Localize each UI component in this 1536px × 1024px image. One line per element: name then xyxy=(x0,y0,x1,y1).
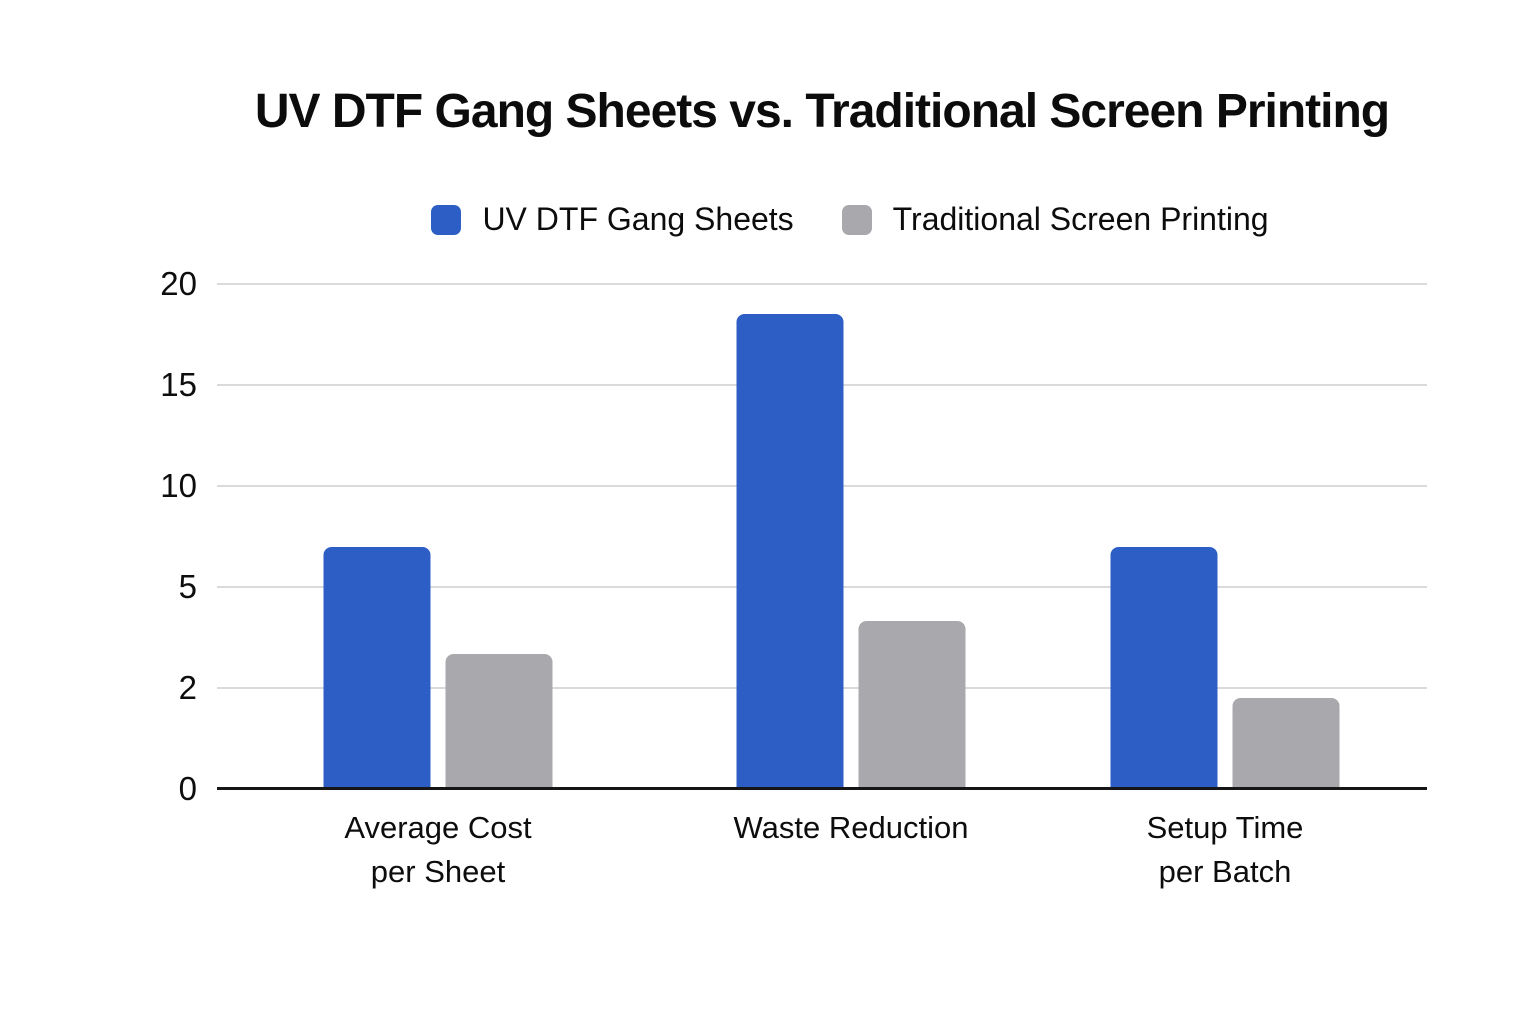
bar-traditional-screen-printing xyxy=(445,654,553,789)
y-tick-label: 0 xyxy=(178,770,197,807)
x-category-label: Average Cost per Sheet xyxy=(344,810,532,889)
x-axis-line xyxy=(217,787,1427,790)
y-tick-label: 10 xyxy=(160,467,197,504)
y-tick-label: 15 xyxy=(160,366,197,403)
bar-uv-dtf-gang-sheets xyxy=(323,547,431,789)
legend-item-uv-dtf-gang-sheets: UV DTF Gang Sheets xyxy=(431,201,794,238)
bar-group-average-cost xyxy=(323,547,553,789)
plot-area xyxy=(217,283,1427,790)
gridline xyxy=(217,283,1427,285)
bar-traditional-screen-printing xyxy=(1232,698,1340,789)
legend-swatch-traditional-screen-printing-icon xyxy=(841,204,872,235)
y-tick-label: 20 xyxy=(160,265,197,302)
bar-group-setup-time xyxy=(1110,547,1340,789)
legend-item-traditional-screen-printing: Traditional Screen Printing xyxy=(841,201,1269,238)
y-tick-label: 2 xyxy=(178,669,197,706)
bar-group-waste-reduction xyxy=(736,314,966,789)
legend-swatch-uv-dtf-gang-sheets-icon xyxy=(431,204,462,235)
x-category-label: Setup Time per Batch xyxy=(1146,810,1304,889)
x-category-label: Waste Reduction xyxy=(733,810,969,845)
bar-traditional-screen-printing xyxy=(858,621,966,789)
legend-label-traditional-screen-printing: Traditional Screen Printing xyxy=(892,201,1269,237)
bar-uv-dtf-gang-sheets xyxy=(736,314,844,789)
chart-title: UV DTF Gang Sheets vs. Traditional Scree… xyxy=(254,85,1390,138)
legend-label-uv-dtf-gang-sheets: UV DTF Gang Sheets xyxy=(482,201,794,237)
y-tick-label: 5 xyxy=(178,568,197,605)
bar-uv-dtf-gang-sheets xyxy=(1110,547,1218,789)
legend: UV DTF Gang Sheets Traditional Screen Pr… xyxy=(245,201,1455,238)
